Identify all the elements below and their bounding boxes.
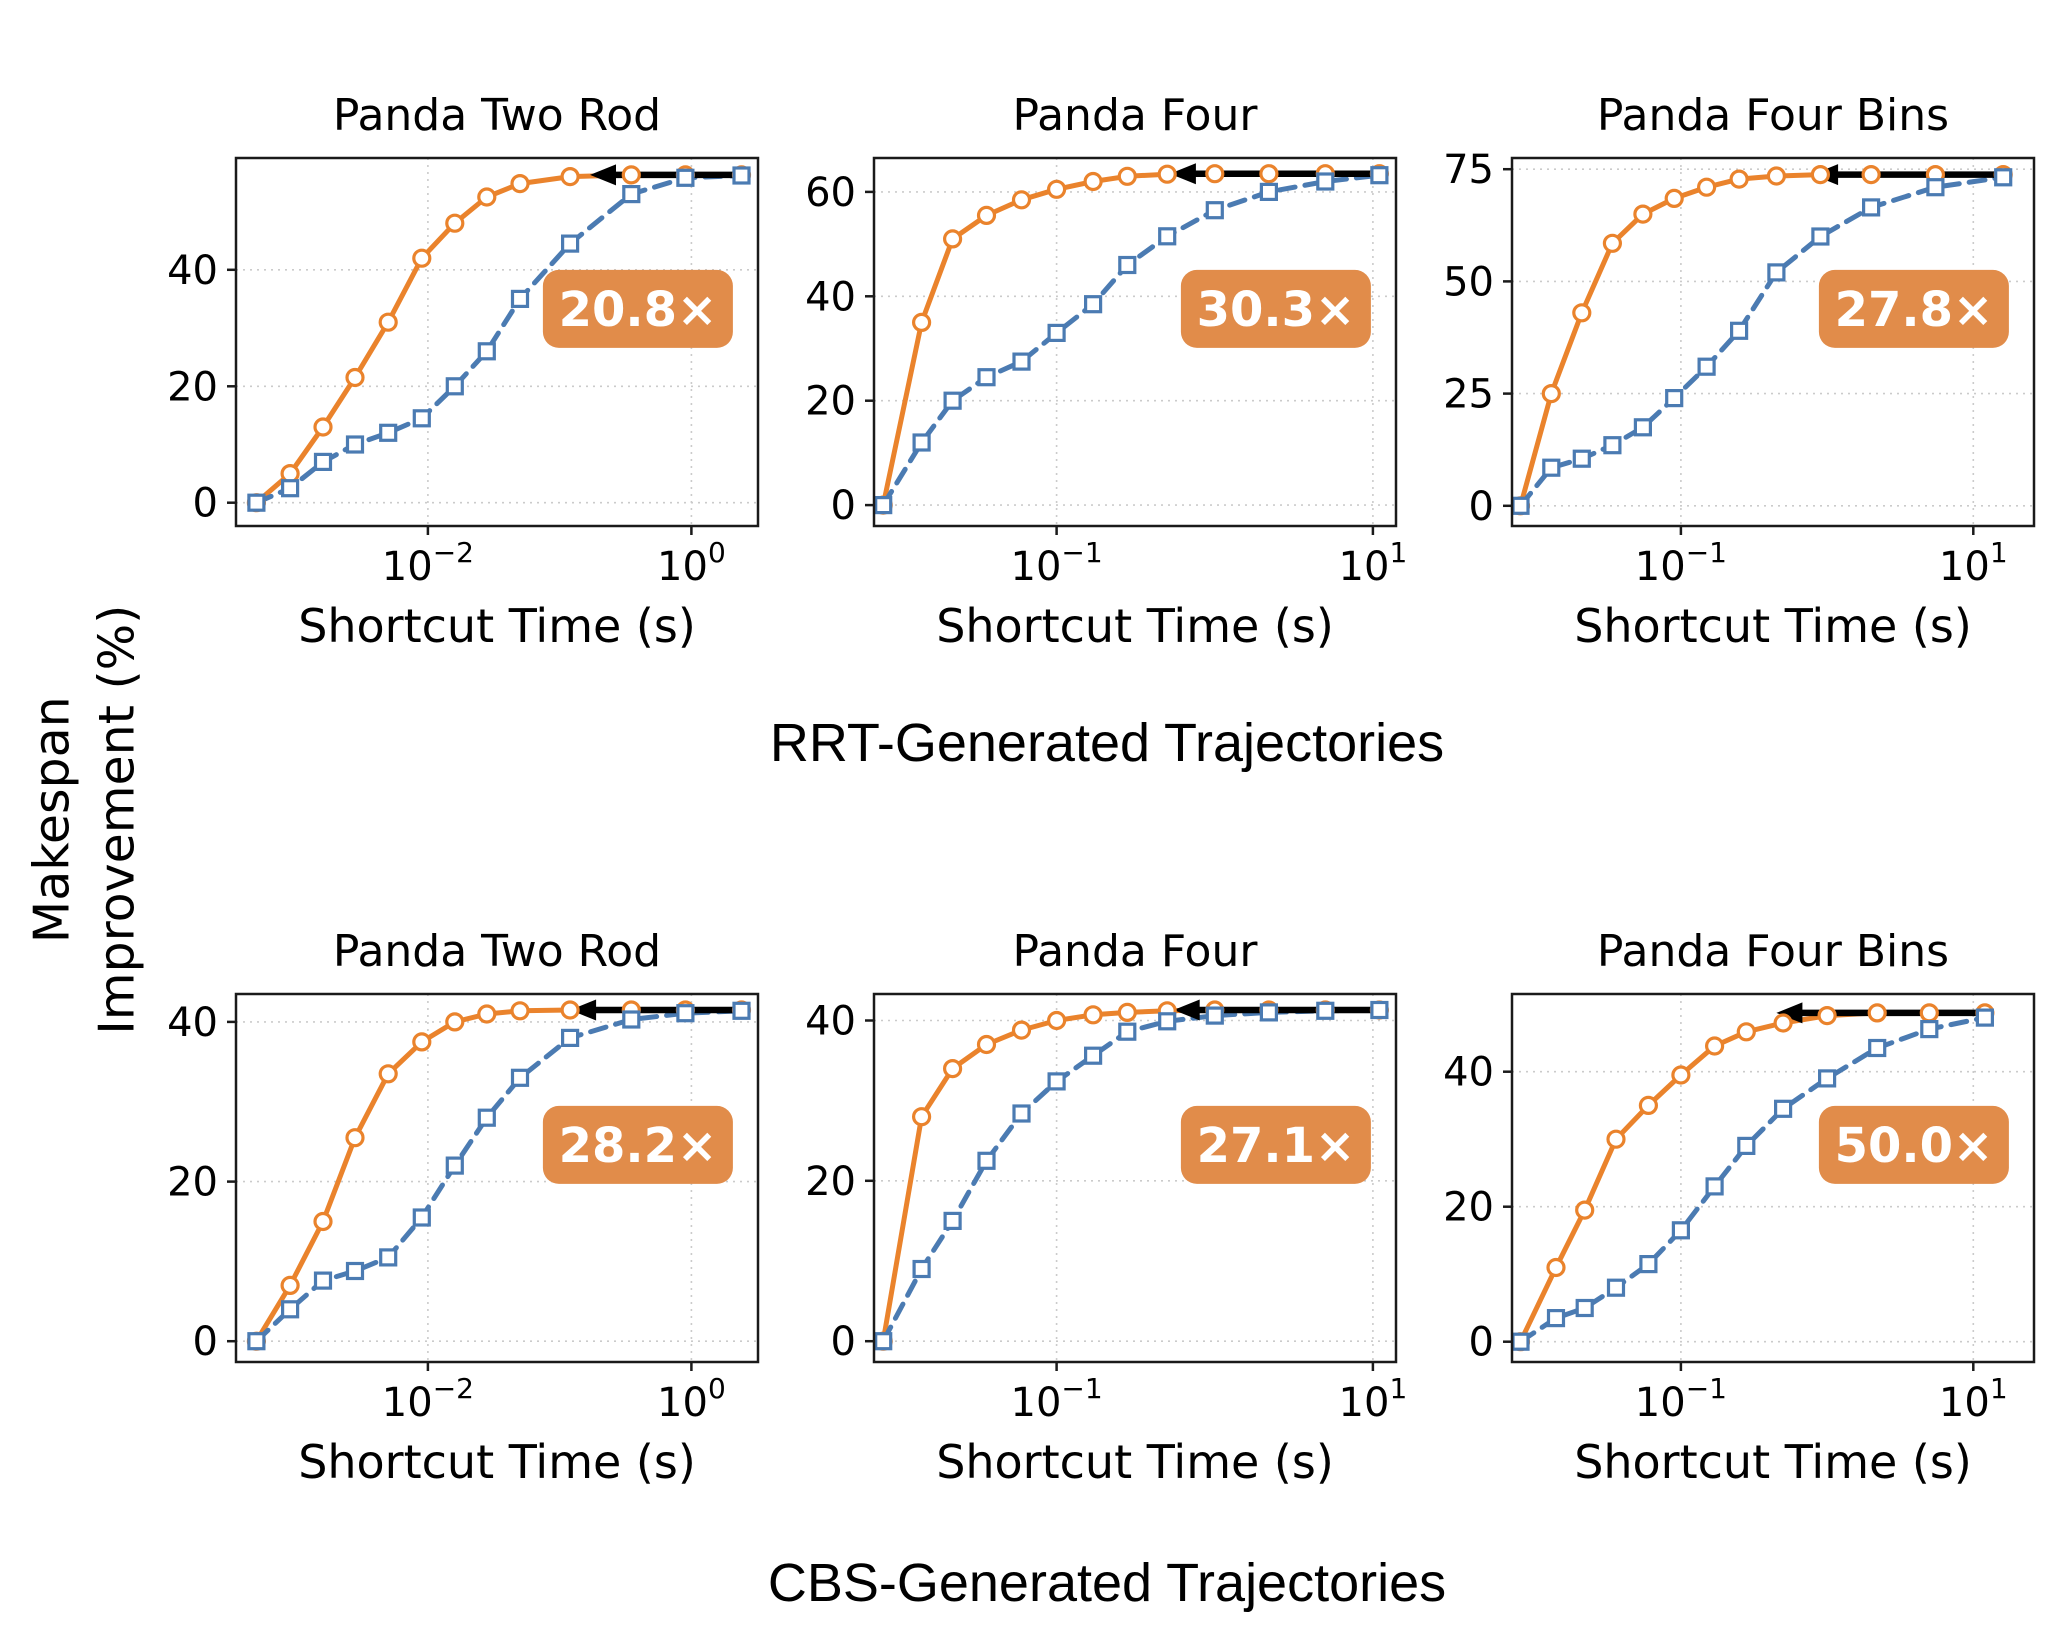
row-caption-cbs: CBS-Generated Trajectories [767,1553,1447,1613]
svg-text:Shortcut Time (s): Shortcut Time (s) [936,1435,1334,1489]
svg-text:20: 20 [805,1159,856,1205]
svg-text:25: 25 [1443,372,1494,418]
svg-text:50.0×: 50.0× [1835,1118,1994,1174]
svg-text:30.3×: 30.3× [1197,282,1356,338]
subplot-cbs-panda-two-rod: Panda Two Rod 0 20 40 10−2 100 Shortcut Time … [150,924,788,1500]
svg-text:101: 101 [1339,536,1408,590]
plot-title: Panda Two Rod [332,90,662,141]
svg-text:40: 40 [167,1000,218,1046]
svg-text:Shortcut Time (s): Shortcut Time (s) [1574,599,1972,653]
svg-text:40: 40 [167,248,218,294]
svg-text:Shortcut Time (s): Shortcut Time (s) [298,599,696,653]
svg-text:60: 60 [805,170,856,216]
svg-text:10−2: 10−2 [382,536,474,590]
svg-text:101: 101 [1939,1372,2008,1426]
svg-text:Shortcut Time (s): Shortcut Time (s) [298,1435,696,1489]
plot-title: Panda Two Rod [332,926,662,977]
svg-text:40: 40 [805,274,856,320]
row-caption-rrt: RRT-Generated Trajectories [769,713,1445,773]
svg-text:10−1: 10−1 [1011,536,1103,590]
y-axis-label-text: Makespan Improvement (%) [20,605,149,1035]
svg-text:0: 0 [1469,1320,1494,1366]
subplot-rrt-panda-four-bins: Panda Four Bins 0 25 50 75 10−1 101 Shortcut T… [1426,88,2064,664]
plot-canvas-cbs-panda-four-bins: 0 20 40 10−1 101 Shortcut Time (s) 50.0× [1443,992,2036,1489]
subplot-cbs-panda-four-bins: Panda Four Bins 0 20 40 10−1 101 Shortcut Tim… [1426,924,2064,1500]
svg-text:50: 50 [1443,259,1494,305]
svg-text:40: 40 [805,999,856,1045]
svg-text:100: 100 [657,536,726,590]
plot-canvas-rrt-panda-two-rod: 0 20 40 10−2 100 Shortcut Time (s) 20.8× [167,156,760,653]
svg-text:10−1: 10−1 [1011,1372,1103,1426]
subplot-rrt-panda-four: Panda Four 0 20 40 60 10−1 101 Shortcut Time (… [788,88,1426,664]
svg-text:20: 20 [167,1160,218,1206]
plot-title: Panda Four [1012,90,1258,141]
svg-text:20: 20 [1443,1185,1494,1231]
svg-text:10−2: 10−2 [382,1372,474,1426]
svg-text:40: 40 [1443,1050,1494,1096]
svg-text:101: 101 [1339,1372,1408,1426]
y-axis-label-line1: Makespan [23,696,81,944]
svg-text:75: 75 [1443,147,1494,193]
svg-text:28.2×: 28.2× [559,1118,718,1174]
svg-text:27.1×: 27.1× [1197,1118,1356,1174]
subplot-cbs-panda-four: Panda Four 0 20 40 10−1 101 Shortcut Time (s)… [788,924,1426,1500]
svg-text:101: 101 [1939,536,2008,590]
svg-text:20: 20 [805,379,856,425]
svg-text:0: 0 [193,1319,218,1365]
svg-text:0: 0 [831,483,856,529]
y-axis-label-line2: Improvement (%) [88,605,145,1035]
plot-title: Panda Four Bins [1596,90,1950,141]
svg-text:27.8×: 27.8× [1835,282,1994,338]
svg-text:0: 0 [193,481,218,527]
svg-text:0: 0 [1469,484,1494,530]
svg-text:0: 0 [831,1319,856,1365]
svg-text:10−1: 10−1 [1635,536,1727,590]
svg-text:Shortcut Time (s): Shortcut Time (s) [936,599,1334,653]
plot-canvas-rrt-panda-four-bins: 0 25 50 75 10−1 101 Shortcut Time (s) 27.8× [1443,147,2036,653]
plot-title: Panda Four [1012,926,1258,977]
svg-text:100: 100 [657,1372,726,1426]
y-axis-label: Makespan Improvement (%) [0,0,170,1640]
svg-text:Shortcut Time (s): Shortcut Time (s) [1574,1435,1972,1489]
svg-text:20: 20 [167,364,218,410]
cbs-row: Panda Two Rod 0 20 40 10−2 100 Shortcut Time … [150,924,2066,1500]
plot-canvas-cbs-panda-two-rod: 0 20 40 10−2 100 Shortcut Time (s) 28.2× [167,992,760,1489]
rrt-row: Panda Two Rod 0 20 40 10−2 100 Shortcut Time … [150,88,2066,664]
svg-text:10−1: 10−1 [1635,1372,1727,1426]
plot-title: Panda Four Bins [1596,926,1950,977]
plots-area: Panda Two Rod 0 20 40 10−2 100 Shortcut Time … [150,0,2066,1614]
svg-text:20.8×: 20.8× [559,282,718,338]
subplot-rrt-panda-two-rod: Panda Two Rod 0 20 40 10−2 100 Shortcut Time … [150,88,788,664]
